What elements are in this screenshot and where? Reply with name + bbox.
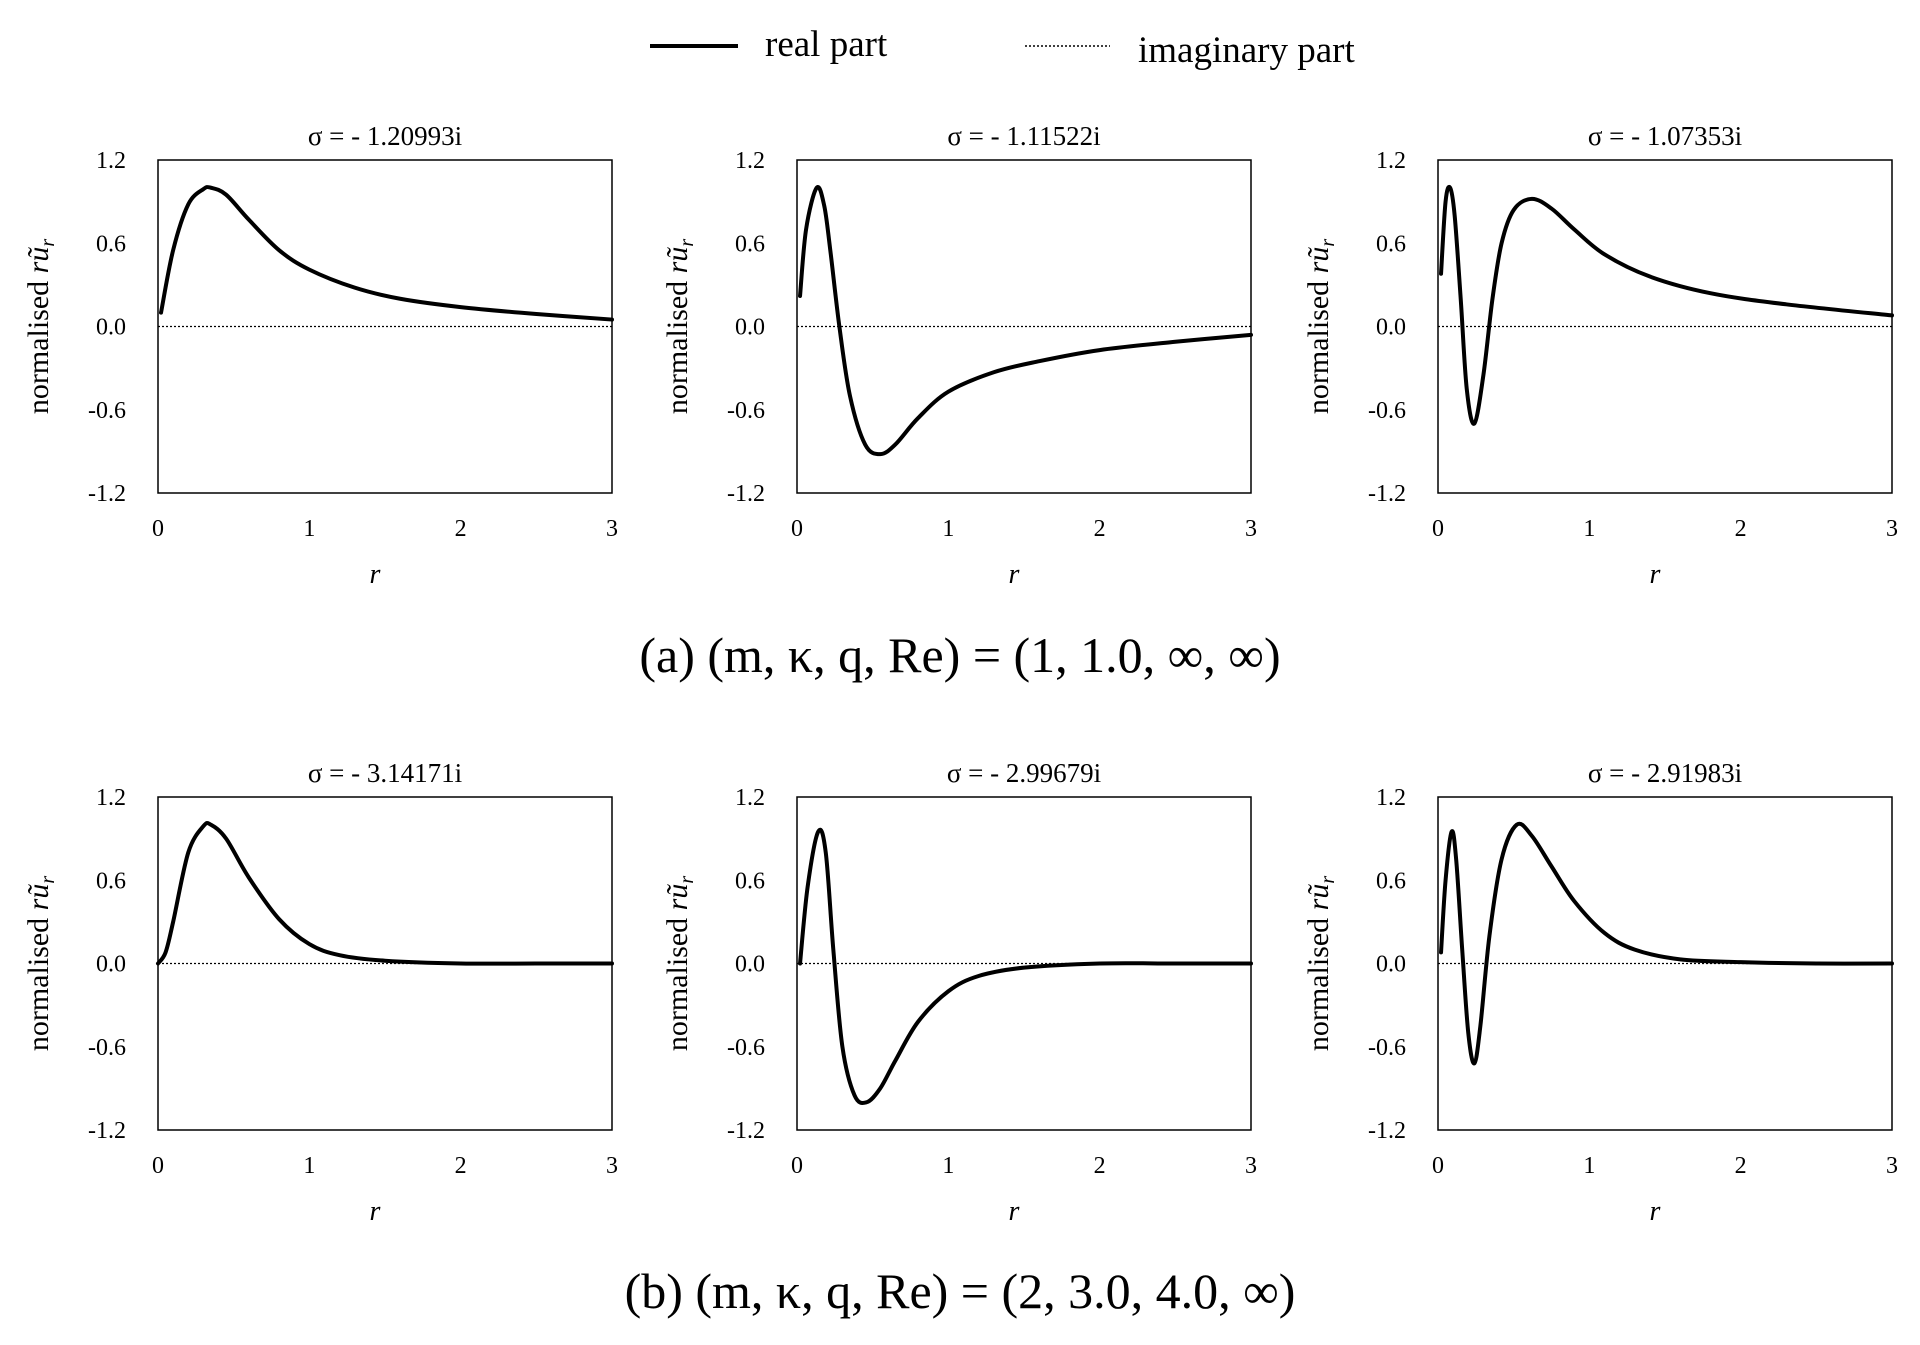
y-tick-label: 1.2 — [735, 148, 765, 174]
x-tick-label: 2 — [1735, 516, 1747, 542]
y-tick-label: 0.6 — [96, 231, 126, 257]
x-tick-label: 1 — [1583, 1153, 1595, 1179]
series-real-line — [798, 184, 1253, 457]
y-tick-label: -1.2 — [727, 1118, 765, 1144]
series-real-line — [156, 820, 614, 966]
x-tick-label: 2 — [455, 1153, 467, 1179]
chart-panel: σ = - 1.07353i 1.2 0.6 0.0 -0.6 -1.2 0 1 2 3 r norm… — [1302, 121, 1898, 590]
x-tick-label: 2 — [455, 516, 467, 542]
chart-panel: σ = - 3.14171i 1.2 0.6 0.0 -0.6 -1.2 0 1 2 3 r norm… — [22, 758, 618, 1227]
y-tick-label: -1.2 — [727, 481, 765, 507]
y-axis-label: normalised rũr — [1302, 239, 1339, 415]
x-tick-label: 3 — [1245, 1153, 1257, 1179]
x-tick-label: 1 — [942, 1153, 954, 1179]
series-real-line — [798, 827, 1253, 1106]
x-tick-label: 1 — [1583, 516, 1595, 542]
chart-title: σ = - 2.91983i — [1588, 758, 1742, 788]
y-tick-label: 0.6 — [1376, 868, 1406, 894]
y-tick-label: -0.6 — [727, 398, 765, 424]
y-tick-label: -0.6 — [727, 1035, 765, 1061]
y-tick-label: 1.2 — [1376, 785, 1406, 811]
legend-imag-label: imaginary part — [1138, 30, 1355, 71]
panels: σ = - 1.20993i 1.2 0.6 0.0 -0.6 -1.2 0 1 2 3 r norm… — [22, 121, 1898, 1227]
chart-title: σ = - 1.07353i — [1588, 121, 1742, 151]
y-tick-label: -1.2 — [1368, 481, 1406, 507]
x-tick-label: 3 — [1886, 516, 1898, 542]
y-tick-label: 1.2 — [735, 785, 765, 811]
x-tick-label: 2 — [1094, 516, 1106, 542]
x-tick-label: 2 — [1735, 1153, 1747, 1179]
y-tick-label: -0.6 — [88, 1035, 126, 1061]
y-tick-label: 1.2 — [1376, 148, 1406, 174]
y-tick-label: 0.6 — [1376, 231, 1406, 257]
y-tick-label: -1.2 — [1368, 1118, 1406, 1144]
y-tick-label: -0.6 — [88, 398, 126, 424]
y-tick-label: -1.2 — [88, 1118, 126, 1144]
x-tick-label: 0 — [152, 1153, 164, 1179]
y-tick-label: 0.0 — [96, 952, 126, 978]
x-tick-label: 1 — [942, 516, 954, 542]
caption-a: (a) (m, κ, q, Re) = (1, 1.0, ∞, ∞) — [639, 627, 1280, 683]
x-tick-label: 1 — [303, 1153, 315, 1179]
x-tick-label: 3 — [1245, 516, 1257, 542]
chart-title: σ = - 2.99679i — [947, 758, 1101, 788]
y-tick-label: 1.2 — [96, 785, 126, 811]
x-tick-label: 0 — [1432, 516, 1444, 542]
y-axis-label: normalised rũr — [1302, 876, 1339, 1052]
chart-title: σ = - 1.11522i — [947, 121, 1100, 151]
x-tick-label: 3 — [606, 1153, 618, 1179]
y-tick-label: 0.6 — [735, 231, 765, 257]
x-tick-label: 1 — [303, 516, 315, 542]
chart-panel: σ = - 2.91983i 1.2 0.6 0.0 -0.6 -1.2 0 1 2 3 r norm… — [1302, 758, 1898, 1227]
x-tick-label: 0 — [791, 516, 803, 542]
chart-panel: σ = - 2.99679i 1.2 0.6 0.0 -0.6 -1.2 0 1 2 3 r norm… — [661, 758, 1257, 1227]
x-axis-label: r — [1650, 1196, 1661, 1227]
y-axis-label: normalised rũr — [22, 239, 59, 415]
y-tick-label: 0.0 — [1376, 952, 1406, 978]
chart-panel: σ = - 1.20993i 1.2 0.6 0.0 -0.6 -1.2 0 1 2 3 r norm… — [22, 121, 618, 590]
series-real-line — [1439, 184, 1894, 426]
x-tick-label: 0 — [791, 1153, 803, 1179]
y-tick-label: 0.0 — [96, 315, 126, 341]
caption-b: (b) (m, κ, q, Re) = (2, 3.0, 4.0, ∞) — [625, 1263, 1296, 1319]
y-tick-label: 0.6 — [735, 868, 765, 894]
x-tick-label: 3 — [1886, 1153, 1898, 1179]
x-axis-label: r — [370, 1196, 381, 1227]
x-tick-label: 0 — [1432, 1153, 1444, 1179]
y-tick-label: -1.2 — [88, 481, 126, 507]
x-axis-label: r — [1009, 559, 1020, 590]
y-tick-label: 0.0 — [1376, 315, 1406, 341]
y-tick-label: 0.0 — [735, 315, 765, 341]
y-tick-label: 0.0 — [735, 952, 765, 978]
legend-real-label: real part — [765, 24, 888, 65]
chart-panel: σ = - 1.11522i 1.2 0.6 0.0 -0.6 -1.2 0 1 2 3 r norm… — [661, 121, 1257, 590]
x-tick-label: 2 — [1094, 1153, 1106, 1179]
y-axis-label: normalised rũr — [661, 876, 698, 1052]
y-tick-label: 1.2 — [96, 148, 126, 174]
chart-title: σ = - 3.14171i — [308, 758, 462, 788]
chart-title: σ = - 1.20993i — [308, 121, 462, 151]
x-tick-label: 0 — [152, 516, 164, 542]
series-real-line — [159, 185, 614, 322]
y-tick-label: 0.6 — [96, 868, 126, 894]
y-tick-label: -0.6 — [1368, 1035, 1406, 1061]
y-tick-label: -0.6 — [1368, 398, 1406, 424]
x-axis-label: r — [1650, 559, 1661, 590]
y-axis-label: normalised rũr — [22, 876, 59, 1052]
x-axis-label: r — [1009, 1196, 1020, 1227]
x-axis-label: r — [370, 559, 381, 590]
y-axis-label: normalised rũr — [661, 239, 698, 415]
legend: real part imaginary part — [650, 24, 1355, 71]
x-tick-label: 3 — [606, 516, 618, 542]
series-real-line — [1439, 821, 1894, 1066]
